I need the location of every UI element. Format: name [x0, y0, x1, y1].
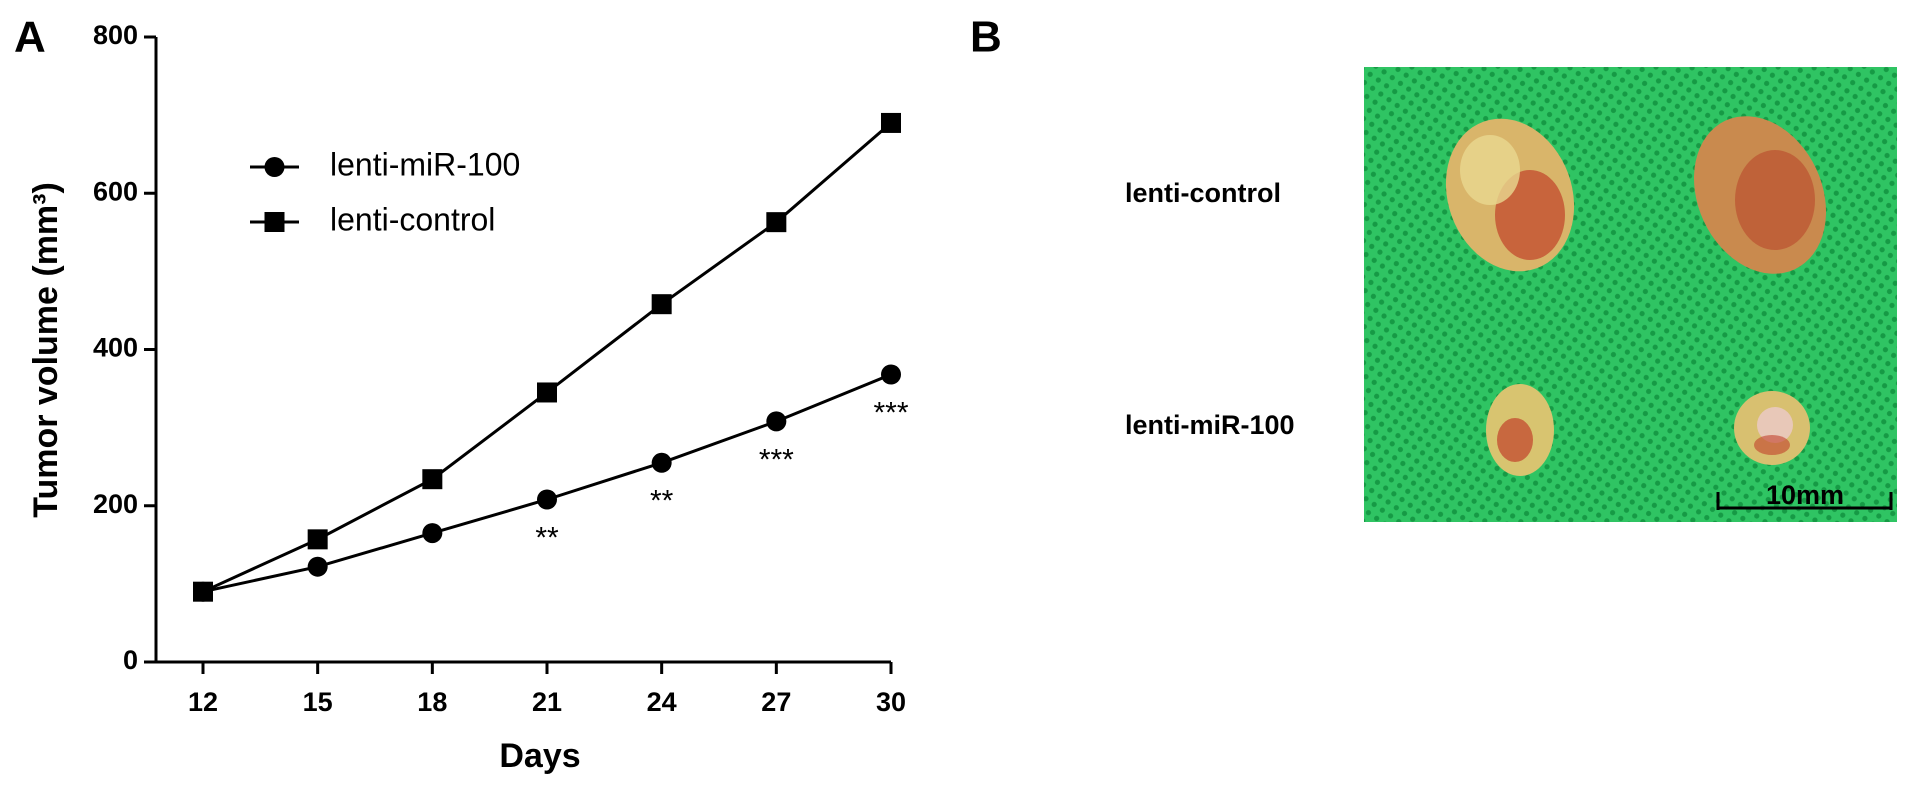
- annotation: **: [650, 485, 674, 518]
- legend-label: lenti-control: [330, 201, 495, 237]
- series-line: [202, 373, 892, 594]
- legend-label: lenti-miR-100: [330, 146, 520, 182]
- marker: [766, 411, 787, 432]
- legend-marker: [264, 212, 285, 232]
- panel-label: B: [970, 13, 1002, 62]
- marker: [422, 523, 443, 544]
- x-tick-label: 12: [188, 687, 218, 717]
- x-tick-label: 21: [532, 687, 562, 717]
- scale-bar-label: 10mm: [1766, 480, 1844, 510]
- y-tick-label: 200: [93, 489, 138, 519]
- marker: [193, 581, 213, 602]
- marker: [537, 489, 557, 510]
- x-tick-label: 15: [303, 687, 333, 717]
- marker: [651, 294, 672, 315]
- y-tick-label: 400: [93, 333, 138, 363]
- x-tick-label: 27: [761, 687, 791, 717]
- annotation: ***: [759, 443, 794, 476]
- x-axis-label: Days: [499, 737, 580, 775]
- marker: [881, 112, 901, 133]
- row-label: lenti-control: [1125, 178, 1281, 208]
- x-tick-label: 24: [647, 687, 677, 717]
- annotation: **: [535, 521, 559, 554]
- y-tick-label: 600: [93, 176, 138, 206]
- legend-marker: [264, 157, 285, 177]
- y-tick-label: 800: [93, 20, 138, 50]
- marker: [307, 556, 328, 577]
- photo: [1364, 67, 1897, 522]
- marker: [307, 529, 328, 550]
- y-axis-label: Tumor volume (mm³): [27, 182, 65, 518]
- x-tick-label: 18: [417, 687, 447, 717]
- y-tick-label: 0: [123, 645, 138, 675]
- marker: [881, 364, 901, 385]
- panel-label: A: [14, 13, 46, 62]
- marker: [422, 469, 443, 490]
- marker: [537, 382, 557, 403]
- annotation: ***: [873, 396, 908, 429]
- marker: [766, 212, 787, 233]
- x-tick-label: 30: [876, 687, 906, 717]
- marker: [651, 452, 672, 473]
- row-label: lenti-miR-100: [1125, 410, 1295, 440]
